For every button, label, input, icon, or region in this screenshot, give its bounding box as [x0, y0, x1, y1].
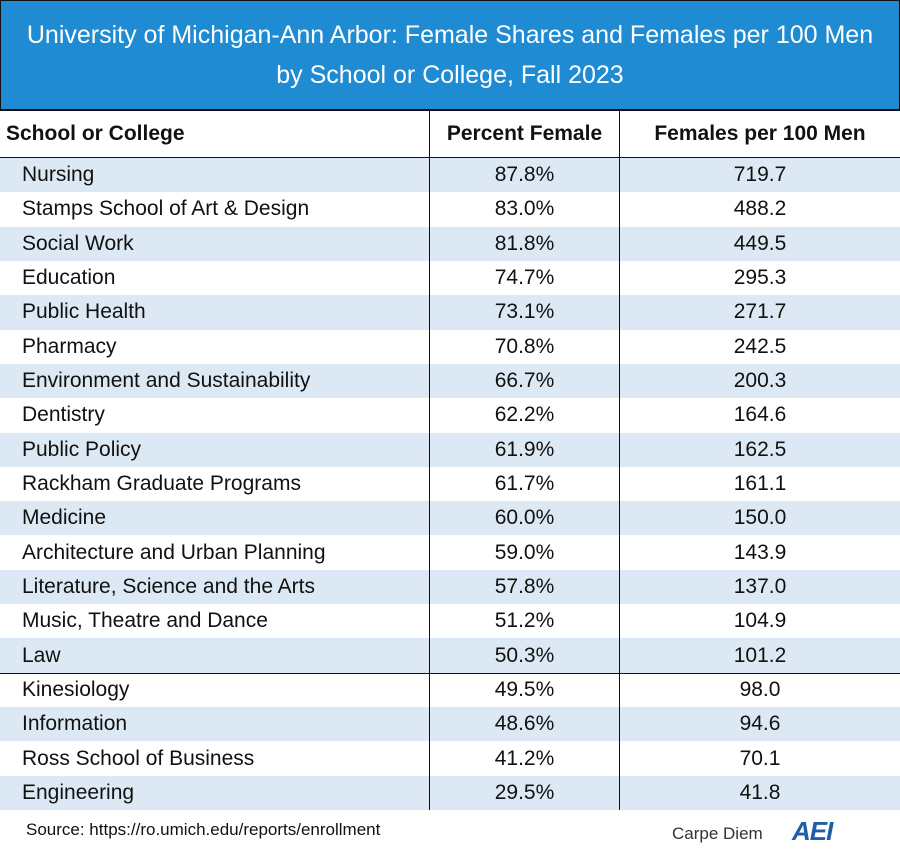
- table-row: Ross School of Business 41.2% 70.1: [0, 741, 900, 776]
- table-cell: 143.9: [733, 540, 787, 564]
- table-row: Dentistry 62.2% 164.6: [0, 398, 900, 433]
- table-cell: Public Health: [0, 295, 430, 330]
- table-cell: 61.9%: [430, 432, 620, 467]
- table-cell: 62.2%: [430, 398, 620, 433]
- table-cell: 104.9: [733, 609, 787, 633]
- title-line: University of Michigan-Ann Arbor: Female…: [26, 21, 874, 49]
- table-cell: Information: [0, 707, 430, 742]
- table-cell: 29.5%: [430, 775, 620, 810]
- table-row: Law 50.3% 101.2: [0, 638, 900, 673]
- table-row: Public Health 73.1% 271.7: [0, 295, 900, 330]
- source: Source: https://ro.umich.edu/reports/enr…: [26, 820, 381, 839]
- table-cell: 50.3%: [430, 638, 620, 673]
- table-cell: Literature, Science and the Arts: [0, 569, 430, 605]
- table-row: Literature, Science and the Arts 57.8% 137…: [0, 569, 900, 605]
- table-cell: 59.0%: [430, 535, 620, 570]
- table-row: Medicine 60.0% 150.0: [0, 501, 900, 536]
- table-row: Kinesiology 49.5% 98.0: [0, 672, 900, 708]
- table-cell: 94.6: [739, 712, 781, 736]
- table-cell: Public Policy: [0, 432, 430, 467]
- title-banner: University of Michigan-Ann Arbor: Female…: [0, 0, 900, 110]
- table-row: Music, Theatre and Dance 51.2% 104.9: [0, 604, 900, 639]
- table-cell: 98.0: [739, 678, 781, 702]
- table-cell: 41.8: [739, 780, 781, 804]
- table-cell: Pharmacy: [0, 329, 430, 364]
- table-cell: 488.2: [733, 197, 787, 221]
- table-row: Education 74.7% 295.3: [0, 260, 900, 296]
- table-cell: 137.0: [733, 574, 787, 598]
- table-cell: 449.5: [733, 231, 787, 255]
- table-cell: Nursing: [0, 158, 430, 193]
- table-cell: Kinesiology: [0, 673, 430, 708]
- column-header: Percent Female: [430, 111, 620, 157]
- table-cell: 41.2%: [430, 741, 620, 776]
- table-cell: 81.8%: [430, 226, 620, 261]
- table-cell: Engineering: [0, 775, 430, 810]
- table-cell: Ross School of Business: [0, 741, 430, 776]
- table-cell: 73.1%: [430, 295, 620, 330]
- table-cell: Education: [0, 260, 430, 296]
- table-cell: 719.7: [733, 163, 787, 187]
- table-cell: Dentistry: [0, 398, 430, 433]
- footer: Source: https://ro.umich.edu/reports/enr…: [0, 810, 900, 853]
- table: School or College Percent Female Females p…: [0, 110, 900, 810]
- logo: AEI: [792, 816, 833, 846]
- table-cell: Architecture and Urban Planning: [0, 535, 430, 570]
- table-row: Stamps School of Art & Design 83.0% 488.2: [0, 192, 900, 227]
- column-header: School or College: [0, 111, 430, 157]
- table-cell: 60.0%: [430, 501, 620, 536]
- table-cell: 49.5%: [430, 673, 620, 708]
- table-cell: 295.3: [733, 266, 787, 290]
- table-row: Engineering 29.5% 41.8: [0, 775, 900, 810]
- table-cell: 83.0%: [430, 192, 620, 227]
- table-cell: Environment and Sustainability: [0, 363, 430, 399]
- table-cell: Stamps School of Art & Design: [0, 192, 430, 227]
- table-row: Nursing 87.8% 719.7: [0, 158, 900, 193]
- table-cell: 61.7%: [430, 466, 620, 502]
- table-cell: 271.7: [733, 300, 787, 324]
- table-row: Public Policy 61.9% 162.5: [0, 432, 900, 467]
- table-cell: 242.5: [733, 334, 787, 358]
- table-cell: 87.8%: [430, 158, 620, 193]
- table-cell: 162.5: [733, 437, 787, 461]
- title-line: by School or College, Fall 2023: [276, 61, 624, 89]
- header-row: School or College Percent Female Females p…: [0, 111, 900, 158]
- table-cell: 57.8%: [430, 569, 620, 605]
- table-cell: 161.1: [733, 471, 787, 495]
- table-cell: 70.1: [739, 746, 781, 770]
- table-row: Environment and Sustainability 66.7% 200.3: [0, 363, 900, 399]
- table-row: Information 48.6% 94.6: [0, 707, 900, 742]
- table-cell: 150.0: [733, 506, 787, 530]
- column-header: Females per 100 Men: [654, 122, 866, 145]
- table-cell: Music, Theatre and Dance: [0, 604, 430, 639]
- table-cell: 200.3: [733, 369, 787, 393]
- table-cell: 70.8%: [430, 329, 620, 364]
- table-cell: Rackham Graduate Programs: [0, 466, 430, 502]
- table-row: Rackham Graduate Programs 61.7% 161.1: [0, 466, 900, 502]
- table-row: Architecture and Urban Planning 59.0% 143.…: [0, 535, 900, 570]
- table-cell: 164.6: [733, 403, 787, 427]
- table-cell: 66.7%: [430, 363, 620, 399]
- table-cell: 51.2%: [430, 604, 620, 639]
- table-cell: 74.7%: [430, 260, 620, 296]
- brand: Carpe Diem: [672, 824, 763, 843]
- table-cell: Social Work: [0, 226, 430, 261]
- table-row: Pharmacy 70.8% 242.5: [0, 329, 900, 364]
- table-cell: Medicine: [0, 501, 430, 536]
- table-cell: 48.6%: [430, 707, 620, 742]
- table-row: Social Work 81.8% 449.5: [0, 226, 900, 261]
- table-cell: 101.2: [733, 643, 787, 667]
- table-cell: Law: [0, 638, 430, 673]
